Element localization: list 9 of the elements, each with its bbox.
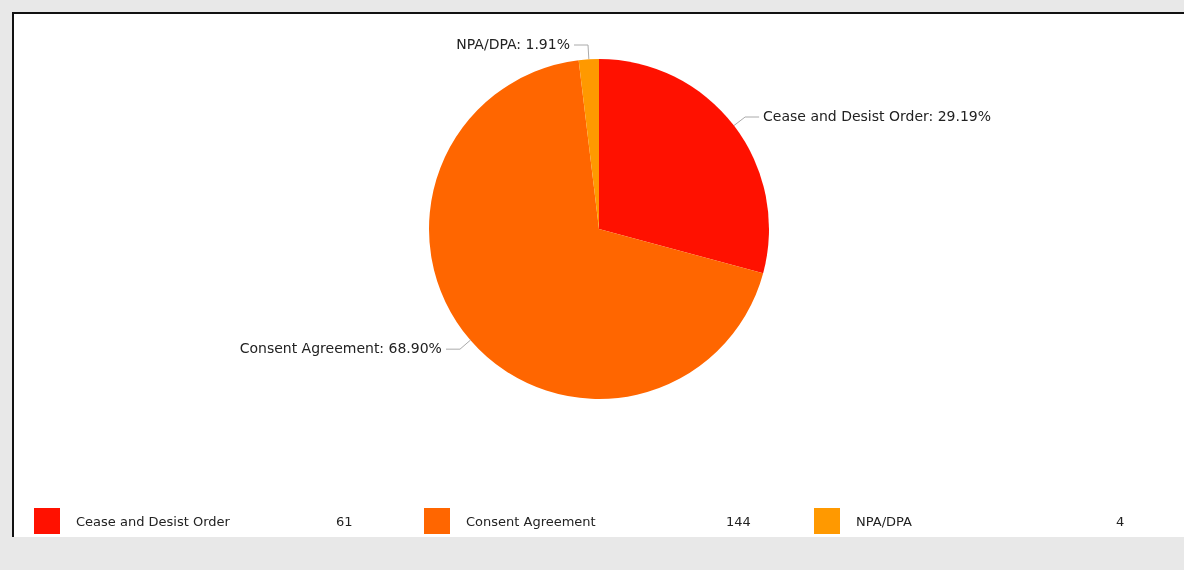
text: 4 <box>1116 513 1126 529</box>
text: 144 <box>726 513 752 529</box>
data-label: NPA/DPA: 1.91% <box>456 35 570 52</box>
legend-label: Cease and Desist Order <box>76 513 231 529</box>
text: 61 <box>336 513 354 529</box>
data-label: Consent Agreement: 68.90% <box>239 340 442 357</box>
legend-label: NPA/DPA <box>856 513 913 529</box>
data-label: Cease and Desist Order: 29.19% <box>763 107 992 124</box>
legend-label: Consent Agreement <box>466 513 597 529</box>
